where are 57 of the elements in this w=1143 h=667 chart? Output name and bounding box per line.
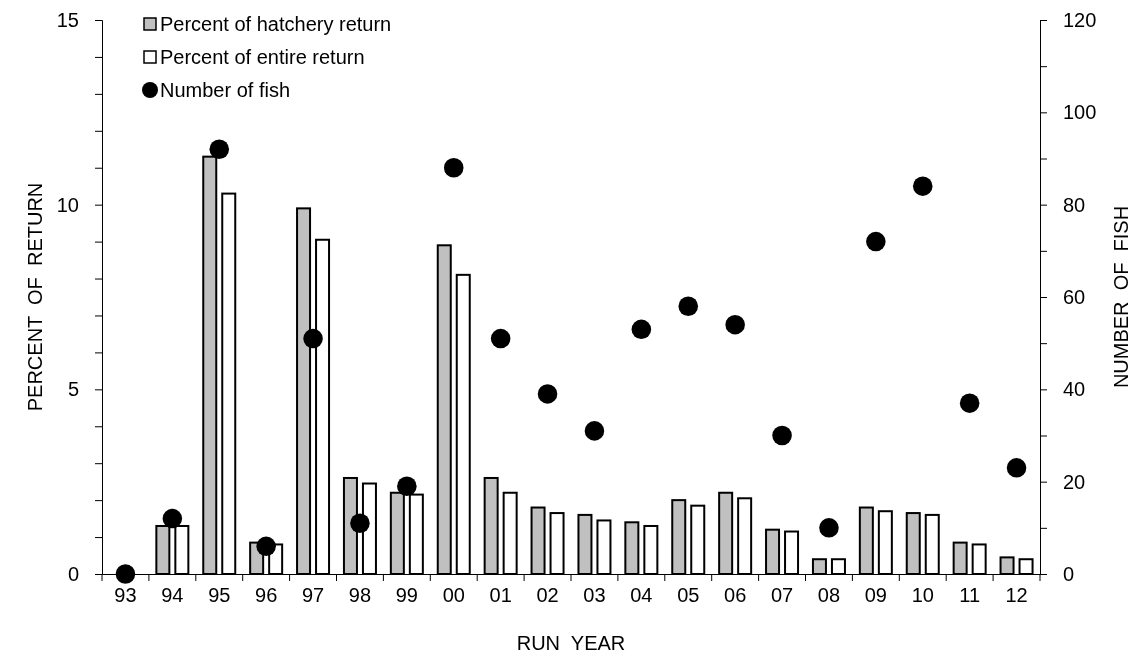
x-tick-label: 11: [959, 584, 981, 607]
x-tick-label: 09: [864, 584, 887, 607]
y2-tick-label: 120: [1063, 8, 1097, 31]
x-tick-label: 96: [255, 584, 278, 607]
x-axis-title: RUN YEAR: [516, 632, 626, 654]
y2-tick-label: 40: [1063, 378, 1086, 401]
point: [819, 518, 839, 538]
point: [772, 425, 792, 446]
point: [256, 536, 276, 557]
point: [725, 314, 745, 335]
point: [490, 328, 511, 349]
y2-tick-label: 80: [1063, 193, 1086, 216]
x-tick-label: 07: [770, 584, 794, 607]
x-tick-label: 12: [1005, 584, 1028, 607]
x-tick-label: 08: [817, 584, 841, 607]
point: [631, 319, 652, 340]
legend-label: Percent of entire return: [160, 46, 365, 68]
x-tick-label: 95: [208, 584, 231, 607]
x-tick-label: 04: [630, 584, 653, 607]
x-tick-label: 97: [301, 584, 325, 607]
x-tick-label: 05: [677, 584, 700, 607]
y-tick-label: 10: [56, 193, 79, 216]
point: [678, 296, 699, 316]
y-tick-label: 0: [67, 562, 79, 585]
y2-tick-label: 100: [1063, 101, 1097, 124]
x-tick-label: 00: [442, 584, 465, 607]
point: [350, 513, 370, 533]
y2-axis-title: NUMBER OF FISH: [1110, 205, 1132, 389]
y-tick-label: 5: [67, 378, 79, 401]
legend-label: Percent of hatchery return: [160, 13, 392, 35]
y-tick-label: 15: [56, 8, 79, 31]
point: [584, 421, 605, 441]
x-tick-label: 06: [724, 584, 747, 607]
x-tick-label: 99: [395, 584, 418, 607]
point: [912, 176, 933, 196]
point: [537, 384, 558, 404]
point: [959, 393, 980, 413]
x-tick-label: 94: [161, 584, 184, 607]
point: [1006, 458, 1027, 478]
y-axis-title: PERCENT OF RETURN: [24, 182, 46, 412]
x-tick-label: 03: [583, 584, 606, 607]
x-tick-label: 01: [489, 584, 512, 607]
point: [443, 157, 464, 178]
point: [115, 564, 136, 584]
point: [209, 139, 230, 160]
x-tick-label: 93: [114, 584, 137, 607]
y2-tick-label: 20: [1063, 470, 1086, 493]
point: [162, 508, 183, 529]
point: [303, 328, 323, 349]
y2-tick-label: 60: [1063, 285, 1086, 308]
x-tick-label: 98: [348, 584, 372, 607]
point: [866, 231, 886, 252]
x-tick-label: 02: [536, 584, 559, 607]
y2-tick-label: 0: [1063, 562, 1075, 585]
legend-label: Number of fish: [160, 79, 291, 101]
x-tick-label: 10: [911, 584, 934, 607]
point: [397, 476, 417, 497]
